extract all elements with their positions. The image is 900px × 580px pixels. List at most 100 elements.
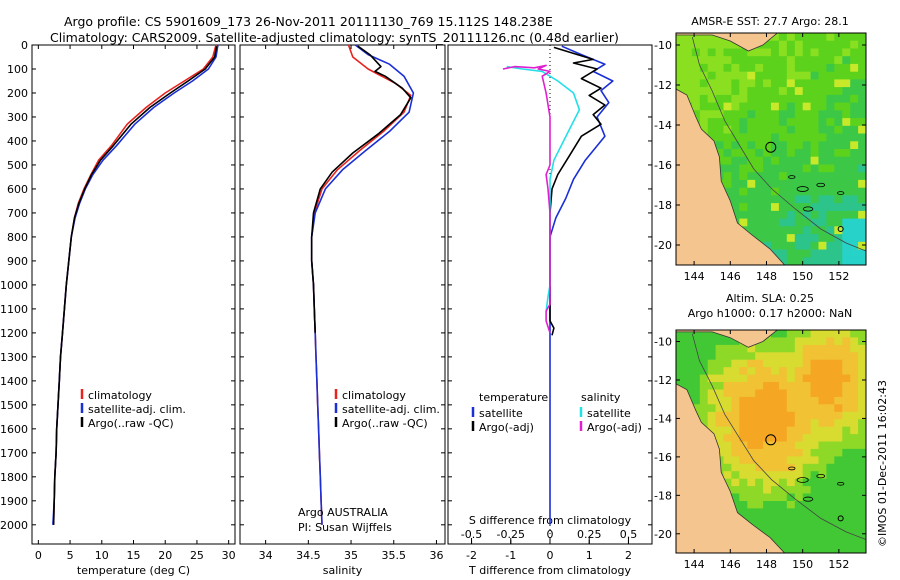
depth-tick-label: 0 xyxy=(21,39,28,52)
sst-field-cell xyxy=(683,48,693,57)
sst-field-cell xyxy=(715,141,725,150)
diff-xtick-top-label: -0.5 xyxy=(461,528,482,541)
sst-field-cell xyxy=(810,218,820,227)
sla-field-cell xyxy=(842,359,851,368)
sla-field-cell xyxy=(731,478,740,487)
sst-field-cell xyxy=(818,156,827,165)
sst-field-cell xyxy=(858,164,866,173)
sst-field-cell xyxy=(763,226,772,235)
sst-field-cell xyxy=(794,79,804,88)
sst-field-cell xyxy=(810,179,820,189)
sst-field-cell xyxy=(802,241,812,251)
sla-field-cell xyxy=(731,426,740,435)
sla-field-cell xyxy=(763,374,772,383)
sst-field-cell xyxy=(850,187,859,196)
sst-field-cell xyxy=(747,187,756,196)
sla-field-cell xyxy=(691,382,701,390)
sst-field-cell xyxy=(842,257,851,265)
sla-field-cell xyxy=(739,426,748,435)
sst-field-cell xyxy=(723,156,732,165)
sla-field-cell xyxy=(810,523,820,532)
sla-field-cell xyxy=(778,374,788,383)
temperature-xtick-label: 30 xyxy=(222,549,236,562)
diff-legend-label: Argo(-adj) xyxy=(479,421,534,434)
sst-field-cell xyxy=(747,172,756,181)
sst-field-cell xyxy=(842,71,851,80)
sla-field-cell xyxy=(850,486,859,495)
sla-field-cell xyxy=(763,508,772,517)
sla-field-cell xyxy=(786,538,796,547)
sla-field-cell xyxy=(699,367,709,376)
sla-field-cell xyxy=(747,448,756,457)
sla-field-cell xyxy=(802,359,812,368)
sla-field-cell xyxy=(810,478,820,487)
sst-field-cell xyxy=(715,118,725,127)
sla-field-cell xyxy=(778,523,788,532)
sst-field-cell xyxy=(818,164,827,173)
sla-field-cell xyxy=(850,471,859,480)
sla-field-cell xyxy=(786,359,796,368)
difference-series-salinity-argo xyxy=(502,64,551,334)
sla-field-cell xyxy=(826,434,835,443)
sla-field-cell xyxy=(850,426,859,435)
sla-field-cell xyxy=(763,523,772,532)
sla-field-cell xyxy=(778,382,788,390)
sla-field-cell xyxy=(834,486,843,495)
sla-field-cell xyxy=(739,396,748,405)
sla-field-cell xyxy=(771,374,780,383)
sla-field-cell xyxy=(731,456,740,465)
sst-field-cell xyxy=(794,195,804,204)
sst-field-cell xyxy=(802,257,812,265)
sla-field-cell xyxy=(715,426,725,435)
sst-field-cell xyxy=(826,125,835,135)
sst-field-cell xyxy=(739,110,748,119)
sla-field-cell xyxy=(778,426,788,435)
sla-field-cell xyxy=(786,396,796,405)
sst-ytick-label: -20 xyxy=(654,239,672,252)
diff-xtick-top-label: -0.25 xyxy=(497,528,525,541)
sla-field-cell xyxy=(794,538,804,547)
sla-field-cell xyxy=(802,330,812,338)
sla-field-cell xyxy=(850,501,859,509)
sst-field-cell xyxy=(786,79,796,88)
sla-field-cell xyxy=(747,478,756,487)
sst-field-cell xyxy=(763,71,772,80)
sla-field-cell xyxy=(683,382,693,390)
sla-field-cell xyxy=(731,448,740,457)
sst-field-cell xyxy=(731,56,740,65)
sla-field-cell xyxy=(771,515,780,524)
sst-field-cell xyxy=(834,102,843,111)
sla-field-cell xyxy=(842,419,851,428)
sst-field-cell xyxy=(739,56,748,65)
sla-field-cell xyxy=(786,463,796,472)
sla-field-cell xyxy=(723,404,732,413)
sla-field-cell xyxy=(715,419,725,428)
sst-field-cell xyxy=(842,125,851,135)
sla-field-cell xyxy=(771,538,780,547)
sla-field-cell xyxy=(676,344,685,353)
sla-field-cell xyxy=(771,344,780,353)
sst-field-cell xyxy=(818,141,827,150)
sst-field-cell xyxy=(842,79,851,88)
sst-field-cell xyxy=(739,203,748,212)
sst-field-cell xyxy=(818,187,827,196)
sla-field-cell xyxy=(826,545,835,553)
sst-map-frame xyxy=(675,32,867,266)
sla-field-cell xyxy=(858,330,866,338)
sst-field-cell xyxy=(818,210,827,220)
sla-field-cell xyxy=(778,515,788,524)
sla-field-cell xyxy=(802,478,812,487)
sla-field-cell xyxy=(850,538,859,547)
sla-field-cell xyxy=(778,493,788,502)
sla-field-cell xyxy=(818,411,827,420)
sst-field-cell xyxy=(818,133,827,142)
sla-field-cell xyxy=(778,486,788,495)
sla-field-cell xyxy=(802,426,812,435)
sst-field-cell xyxy=(826,79,835,88)
sla-field-cell xyxy=(778,330,788,338)
temperature-xtick-label: 10 xyxy=(95,549,109,562)
sla-field-cell xyxy=(842,486,851,495)
sla-field-cell xyxy=(858,523,866,532)
sla-field-cell xyxy=(786,523,796,532)
sla-field-cell xyxy=(794,486,804,495)
